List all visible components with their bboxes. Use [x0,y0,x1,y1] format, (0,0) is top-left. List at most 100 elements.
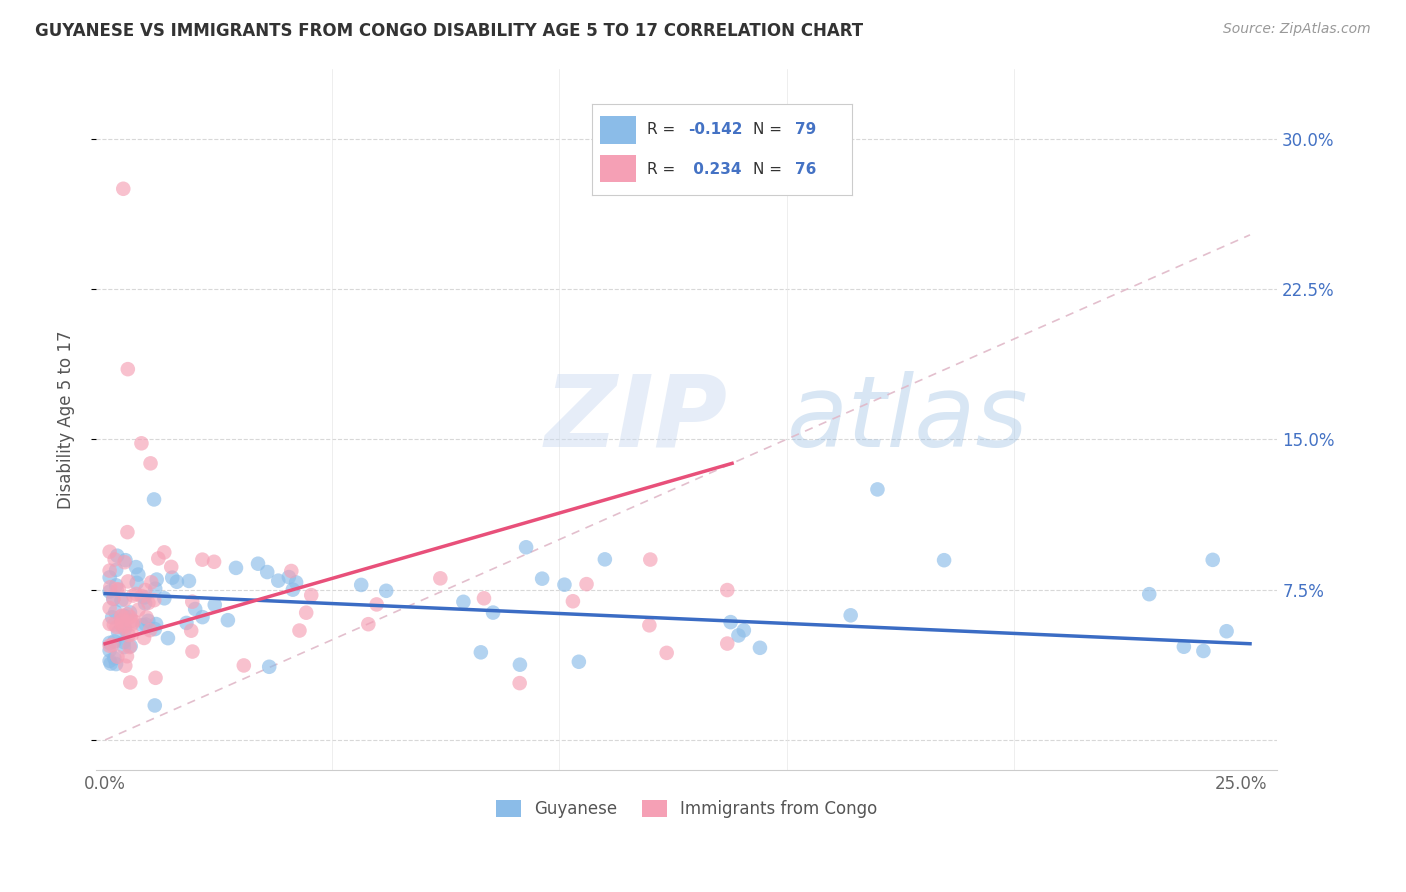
Point [134,591,156,605]
Point [531,572,554,586]
Point [160,571,183,585]
Point [472,591,495,606]
Point [515,541,537,555]
Point [232,658,254,673]
Point [121,614,143,628]
Point [105,549,128,563]
Point [98,616,121,631]
Point [114,555,136,569]
Point [103,651,125,665]
Legend: Guyanese, Immigrants from Congo: Guyanese, Immigrants from Congo [489,793,884,825]
Point [181,644,204,658]
Point [299,588,322,602]
Point [104,605,127,619]
Point [118,640,141,654]
Point [98,601,121,615]
Point [720,615,742,629]
Point [145,617,167,632]
Point [181,595,204,609]
Point [509,657,531,672]
Point [121,617,143,632]
Point [107,625,129,640]
Point [1173,640,1195,654]
Point [257,660,280,674]
Text: GUYANESE VS IMMIGRANTS FROM CONGO DISABILITY AGE 5 TO 17 CORRELATION CHART: GUYANESE VS IMMIGRANTS FROM CONGO DISABI… [35,22,863,40]
Point [125,575,148,590]
Point [148,551,170,566]
Point [366,598,388,612]
Point [561,594,583,608]
Point [277,570,299,584]
Point [120,610,142,624]
Point [166,574,188,589]
Point [101,610,124,624]
Point [107,649,129,664]
Point [121,627,143,641]
Point [749,640,772,655]
Y-axis label: Disability Age 5 to 17: Disability Age 5 to 17 [58,330,75,508]
Point [120,639,142,653]
Point [716,636,738,650]
Point [191,552,214,566]
Point [655,646,678,660]
Point [114,658,136,673]
Point [134,596,156,610]
Point [131,436,153,450]
Point [143,492,166,507]
Point [177,574,200,588]
Point [1192,644,1215,658]
Point [105,582,128,597]
Point [125,560,148,574]
Point [98,584,121,599]
Point [202,555,225,569]
Point [141,575,163,590]
Point [105,578,128,592]
Point [176,615,198,630]
Point [132,631,155,645]
Point [98,544,121,558]
Point [114,622,136,636]
Point [143,593,166,607]
Point [280,564,302,578]
Point [375,583,398,598]
Point [191,610,214,624]
Point [180,624,202,638]
Point [134,582,156,597]
Point [111,620,134,634]
Point [103,591,125,606]
Point [114,553,136,567]
Point [105,657,128,671]
Point [105,563,128,577]
Point [103,634,125,648]
Point [117,362,139,376]
Point [288,624,311,638]
Point [153,545,176,559]
Point [103,617,125,632]
Point [357,617,380,632]
Point [114,592,136,607]
Point [103,591,125,606]
Point [125,587,148,601]
Point [98,570,121,584]
Point [575,577,598,591]
Point [112,640,135,654]
Point [127,567,149,582]
Point [117,525,139,540]
Point [143,622,166,636]
Point [111,614,134,628]
Point [139,456,162,470]
Point [160,560,183,574]
Point [131,589,153,603]
Point [1202,553,1225,567]
Text: ZIP: ZIP [546,371,728,467]
Point [120,675,142,690]
Point [100,657,122,671]
Point [98,654,121,668]
Point [118,606,141,620]
Point [135,617,157,632]
Point [932,553,955,567]
Point [716,583,738,598]
Point [101,638,124,652]
Point [256,565,278,579]
Point [295,606,318,620]
